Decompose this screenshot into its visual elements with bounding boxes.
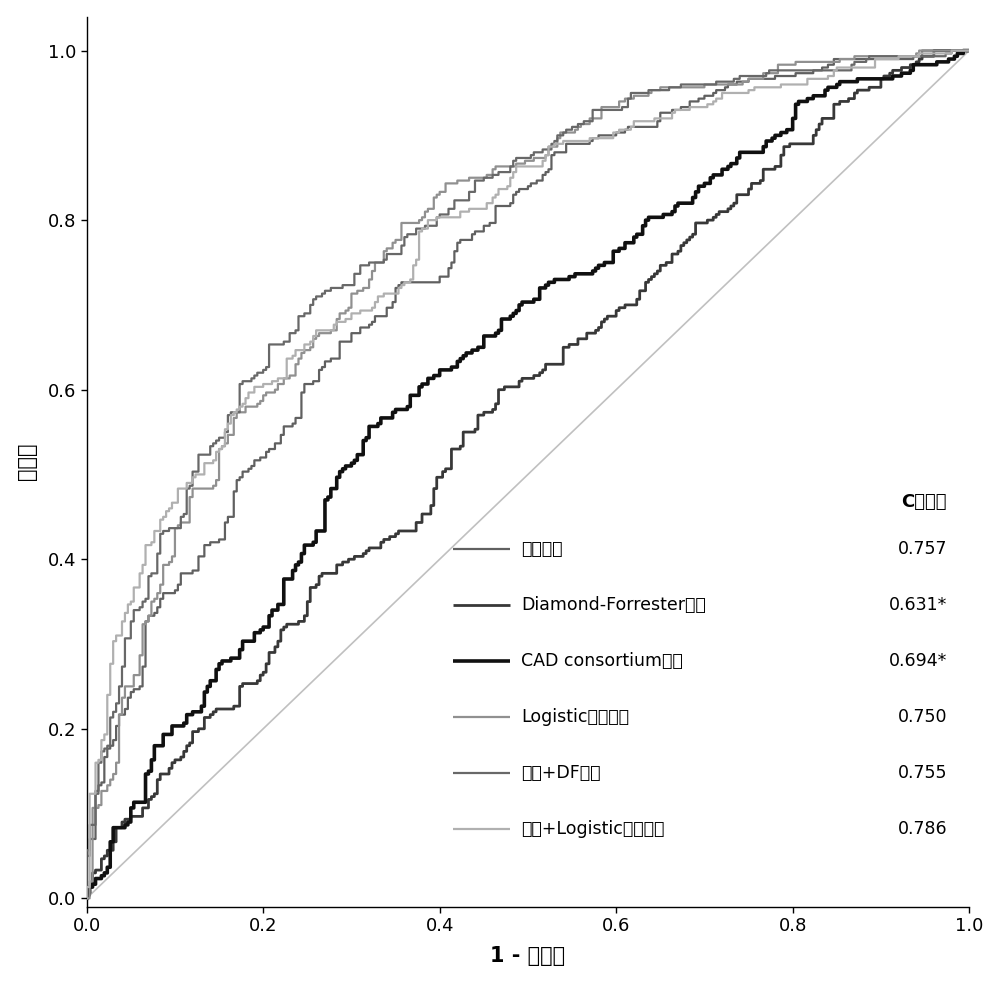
Y-axis label: 灵敏度: 灵敏度 [17,443,37,481]
Text: 面部+DF模型: 面部+DF模型 [521,765,600,782]
Text: 0.694*: 0.694* [889,652,947,670]
Text: CAD consortium模型: CAD consortium模型 [521,652,683,670]
Text: 0.786: 0.786 [897,821,947,838]
Text: 面部+Logistic回归模型: 面部+Logistic回归模型 [521,821,664,838]
Text: 0.757: 0.757 [898,540,947,558]
Text: 0.755: 0.755 [898,765,947,782]
Text: 0.750: 0.750 [898,708,947,726]
Text: 面部模型: 面部模型 [521,540,562,558]
Text: C统计量: C统计量 [902,492,947,511]
Text: 0.631*: 0.631* [889,596,947,614]
Text: Logistic回归模型: Logistic回归模型 [521,708,629,726]
X-axis label: 1 - 特异度: 1 - 特异度 [490,947,565,966]
Text: Diamond-Forrester模型: Diamond-Forrester模型 [521,596,706,614]
